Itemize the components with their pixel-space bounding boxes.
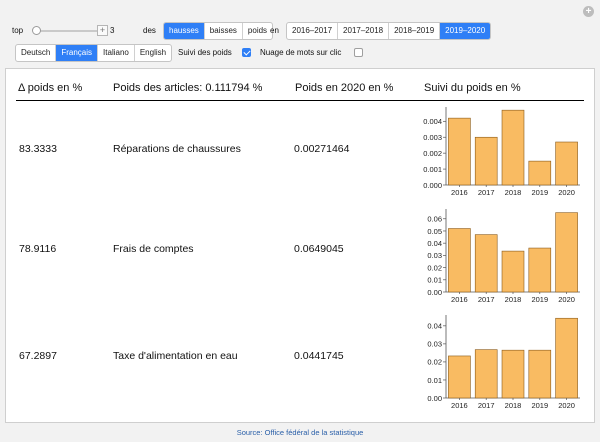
slider-plus-icon[interactable]: +: [97, 25, 108, 36]
row-delta: 67.2897: [19, 350, 57, 362]
top-slider-thumb[interactable]: [32, 26, 41, 35]
y-tick-label: 0.04: [427, 322, 442, 331]
order-option-poids[interactable]: poids: [247, 26, 268, 35]
row-weight: 0.0441745: [294, 350, 344, 362]
bar: [501, 250, 525, 293]
y-tick-label: 0.003: [423, 133, 442, 142]
y-tick-label: 0.04: [427, 239, 442, 248]
y-tick-label: 0.02: [427, 263, 442, 272]
suivi-label: Suivi des poids: [178, 48, 232, 57]
x-tick-label: 2017: [478, 401, 495, 410]
y-tick-label: 0.00: [427, 394, 442, 403]
row-weight: 0.0649045: [294, 243, 344, 255]
y-tick-label: 0.004: [423, 117, 442, 126]
bar: [474, 234, 498, 293]
bar: [528, 247, 552, 293]
top-value: 3: [110, 26, 115, 35]
bar: [474, 349, 498, 399]
weight-history-chart: 0.000 0.001 0.002 0.003 0.004 2016 2017 2018 201…: [423, 107, 580, 197]
row-weight: 0.00271464: [294, 143, 350, 155]
weight-history-chart: 0.00 0.01 0.02 0.03 0.04 0.05 0.06 2016 2017 2018…: [427, 209, 580, 304]
en-label: en: [270, 26, 279, 35]
period-option-2017-2018[interactable]: 2017–2018: [338, 23, 390, 39]
language-selector: Deutsch Français Italiano English: [15, 44, 173, 62]
weight-history-chart: 0.00 0.01 0.02 0.03 0.04 2016 2017 2018 2019 2020: [427, 315, 580, 410]
bar: [528, 160, 552, 186]
top-label: top: [12, 26, 24, 35]
y-tick-label: 0.002: [423, 149, 442, 158]
x-tick-label: 2020: [558, 295, 575, 304]
x-tick-label: 2019: [531, 188, 548, 197]
x-tick-label: 2020: [558, 401, 575, 410]
y-tick-label: 0.001: [423, 165, 442, 174]
nuage-label: Nuage de mots sur clic: [260, 48, 342, 57]
source-link[interactable]: Source: Office fédéral de la statistique: [236, 428, 364, 437]
bar: [448, 117, 471, 186]
row-article: Frais de comptes: [113, 243, 194, 255]
order-option-baisses[interactable]: baisses: [205, 23, 243, 39]
language-option-francais[interactable]: Français: [56, 45, 99, 61]
x-tick-label: 2017: [478, 188, 495, 197]
x-tick-label: 2020: [558, 188, 575, 197]
y-tick-label: 0.01: [427, 376, 442, 385]
order-option-hausses[interactable]: hausses: [164, 23, 205, 39]
language-option-deutsch[interactable]: Deutsch: [16, 45, 57, 61]
x-tick-label: 2018: [505, 401, 522, 410]
period-option-2019-2020[interactable]: 2019–2020: [440, 23, 491, 39]
y-tick-label: 0.00: [427, 288, 442, 297]
x-tick-label: 2017: [478, 295, 495, 304]
period-selector: 2016–2017 2017–2018 2018–2019 2019–2020: [286, 22, 492, 40]
period-option-2016-2017[interactable]: 2016–2017: [287, 23, 339, 39]
x-tick-label: 2016: [451, 295, 468, 304]
y-tick-label: 0.02: [427, 358, 442, 367]
top-slider-track[interactable]: [34, 30, 100, 32]
bar: [474, 136, 498, 186]
header-delta: Δ poids en %: [18, 82, 83, 94]
y-tick-label: 0.03: [427, 340, 442, 349]
row-article: Taxe d'alimentation en eau: [113, 350, 238, 362]
bar: [448, 228, 471, 293]
suivi-checkbox[interactable]: [242, 48, 251, 57]
language-option-english[interactable]: English: [139, 48, 167, 57]
language-option-italiano[interactable]: Italiano: [98, 45, 135, 61]
header-articles: Poids des articles: 0.111794 %: [113, 82, 263, 94]
bar: [528, 349, 552, 399]
bar: [448, 355, 471, 399]
header-suivi: Suivi du poids en %: [424, 82, 521, 94]
row-delta: 83.3333: [19, 143, 57, 155]
x-tick-label: 2016: [451, 188, 468, 197]
controls-row-top: top + 3 des hausses baisses poids en 201…: [12, 22, 592, 40]
y-tick-label: 0.01: [427, 276, 442, 285]
row-article: Réparations de chaussures: [113, 143, 241, 155]
y-tick-label: 0.05: [427, 227, 442, 236]
x-tick-label: 2019: [531, 401, 548, 410]
x-tick-label: 2019: [531, 295, 548, 304]
x-tick-label: 2016: [451, 401, 468, 410]
bar: [501, 109, 525, 186]
des-label: des: [143, 26, 156, 35]
bar: [555, 212, 578, 293]
x-tick-label: 2018: [505, 188, 522, 197]
row-delta: 78.9116: [19, 243, 57, 255]
y-tick-label: 0.000: [423, 181, 442, 190]
x-tick-label: 2018: [505, 295, 522, 304]
order-selector: hausses baisses poids: [163, 22, 274, 40]
results-panel: Δ poids en % Poids des articles: 0.11179…: [5, 68, 595, 423]
header-divider: [16, 100, 584, 101]
header-poids-2020: Poids en 2020 en %: [295, 82, 394, 94]
controls-row-language: Deutsch Français Italiano English Suivi …: [15, 44, 595, 62]
bar: [555, 141, 578, 186]
y-tick-label: 0.03: [427, 251, 442, 260]
y-tick-label: 0.06: [427, 215, 442, 224]
add-icon[interactable]: +: [583, 6, 594, 17]
period-option-2018-2019[interactable]: 2018–2019: [389, 23, 441, 39]
bar: [501, 349, 525, 399]
bar: [555, 317, 578, 399]
nuage-checkbox[interactable]: [354, 48, 363, 57]
